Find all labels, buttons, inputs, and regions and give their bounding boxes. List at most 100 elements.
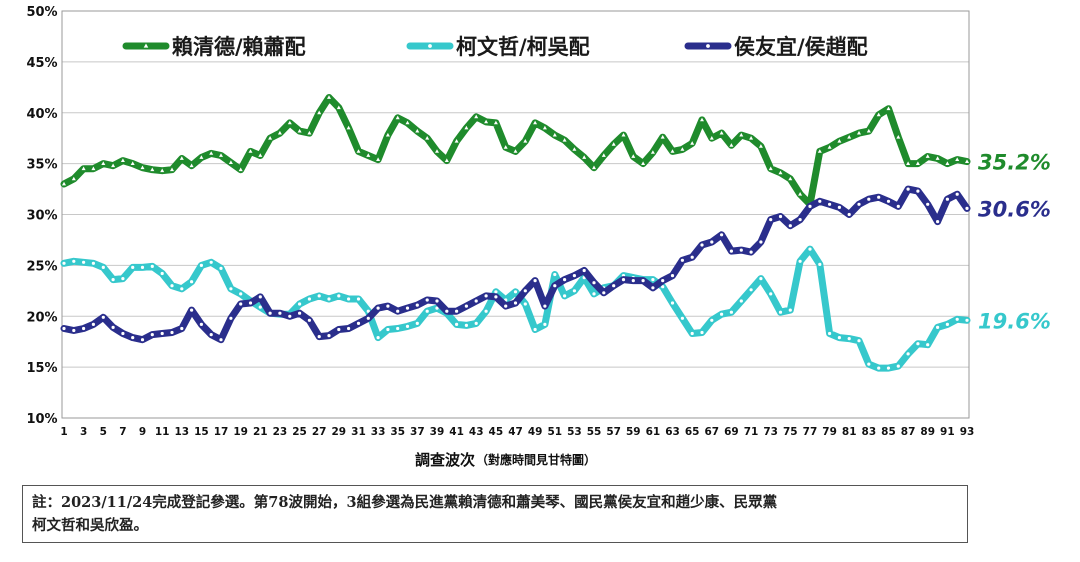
data-point xyxy=(366,309,370,313)
x-tick-label: 15 xyxy=(194,426,209,438)
data-point xyxy=(337,294,341,298)
data-point xyxy=(945,322,950,326)
data-point xyxy=(661,285,665,289)
data-point xyxy=(808,247,812,251)
data-point xyxy=(513,149,518,153)
data-point xyxy=(798,259,802,263)
y-tick-label: 45% xyxy=(26,56,57,71)
data-point xyxy=(298,311,302,315)
x-tick-label: 11 xyxy=(155,426,170,438)
data-point xyxy=(150,333,154,337)
data-point xyxy=(592,165,596,170)
data-point xyxy=(435,149,439,153)
data-point xyxy=(513,301,518,305)
data-point xyxy=(287,120,292,125)
data-point xyxy=(150,167,155,172)
data-point xyxy=(680,147,685,151)
plot-frame xyxy=(61,10,970,419)
footnote-box: 註：2023/11/24完成登記參選。第78波開始，3組參選為民進黨賴清德和蕭美… xyxy=(22,485,968,543)
data-point xyxy=(808,204,812,208)
data-point xyxy=(72,259,76,263)
data-point xyxy=(199,263,203,267)
data-point xyxy=(219,338,223,342)
data-point xyxy=(965,159,969,163)
data-point xyxy=(915,161,920,165)
x-tick-label: 47 xyxy=(508,426,523,438)
data-point xyxy=(366,153,371,157)
x-tick-label: 89 xyxy=(920,426,935,438)
data-point xyxy=(818,199,822,203)
data-point xyxy=(729,310,734,314)
data-point xyxy=(621,278,626,282)
data-point xyxy=(759,240,763,244)
data-point xyxy=(523,289,527,293)
data-point xyxy=(749,250,753,254)
data-point xyxy=(926,343,930,347)
data-point xyxy=(71,176,76,181)
x-tick-label: 59 xyxy=(626,426,641,438)
x-tick-label: 45 xyxy=(489,426,504,438)
data-point xyxy=(700,117,704,122)
data-point xyxy=(199,155,204,159)
x-tick-label: 31 xyxy=(351,426,366,438)
data-point xyxy=(739,132,744,137)
data-point xyxy=(307,297,311,301)
data-point xyxy=(837,336,842,340)
data-point xyxy=(494,295,498,299)
data-point xyxy=(651,278,655,282)
data-point xyxy=(317,110,322,115)
data-point xyxy=(229,316,233,320)
data-point xyxy=(91,322,95,326)
x-tick-label: 77 xyxy=(803,426,818,438)
data-point xyxy=(464,125,469,130)
legend-label: 賴清德/賴蕭配 xyxy=(172,35,306,59)
x-tick-label: 51 xyxy=(547,426,562,438)
data-point xyxy=(130,161,135,165)
x-tick-label: 73 xyxy=(763,426,778,438)
data-point xyxy=(739,248,743,252)
series-2 xyxy=(60,245,971,372)
data-point xyxy=(209,151,214,155)
data-point xyxy=(415,303,419,307)
data-point xyxy=(867,197,871,201)
legend-item-2: 柯文哲/柯吳配 xyxy=(406,35,590,59)
data-point xyxy=(494,290,498,294)
data-point xyxy=(592,281,596,285)
data-point xyxy=(955,317,959,321)
x-tick-label: 69 xyxy=(724,426,739,438)
x-tick-label: 81 xyxy=(842,426,857,438)
x-tick-label: 87 xyxy=(901,426,916,438)
data-point xyxy=(945,161,950,165)
data-point xyxy=(612,284,616,288)
data-point xyxy=(307,318,311,322)
data-point xyxy=(572,289,577,293)
data-point xyxy=(62,261,66,265)
x-tick-label: 21 xyxy=(253,426,268,438)
data-point xyxy=(140,338,145,342)
data-point xyxy=(347,297,351,301)
data-point xyxy=(572,274,577,278)
data-point xyxy=(582,155,587,159)
data-point xyxy=(788,224,792,228)
data-point xyxy=(631,154,636,158)
data-point xyxy=(886,366,891,370)
y-tick-label: 25% xyxy=(26,259,57,274)
x-axis-title: 調查波次 xyxy=(415,451,475,469)
data-point xyxy=(788,308,792,312)
data-point xyxy=(651,286,655,290)
data-point xyxy=(827,145,832,149)
x-tick-label: 1 xyxy=(60,426,67,438)
data-point xyxy=(935,156,940,160)
data-point xyxy=(62,326,66,331)
data-point xyxy=(906,187,910,191)
data-point xyxy=(670,301,675,305)
data-point xyxy=(523,302,527,306)
x-axis-subtitle: （對應時間見甘特圖） xyxy=(476,452,596,467)
data-point xyxy=(670,274,675,278)
data-point xyxy=(190,308,194,312)
legend-label: 侯友宜/侯趙配 xyxy=(734,35,868,59)
data-point xyxy=(101,265,105,269)
data-point xyxy=(504,304,508,308)
data-point xyxy=(542,125,547,130)
data-point xyxy=(641,161,646,165)
